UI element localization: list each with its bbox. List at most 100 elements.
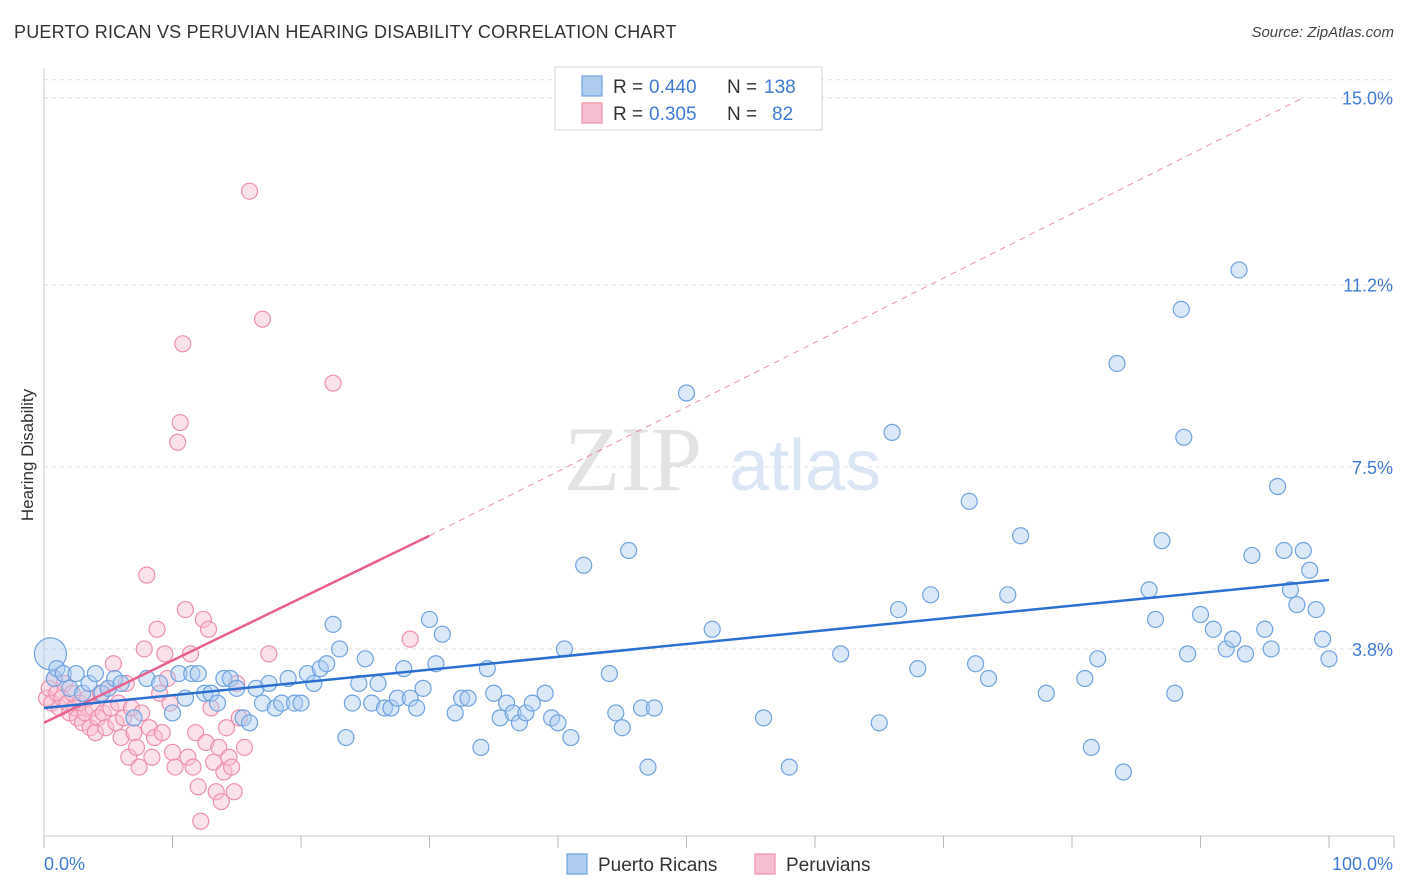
puerto-rican-point: [1301, 561, 1319, 579]
source-label: Source: ZipAtlas.com: [1251, 24, 1394, 41]
peruvian-point: [86, 724, 105, 742]
bottom-legend-label-blue: Puerto Ricans: [598, 855, 717, 876]
peruvian-point: [140, 719, 158, 737]
puerto-rican-point: [639, 758, 657, 776]
puerto-rican-point: [1294, 541, 1312, 560]
puerto-rican-point: [453, 689, 471, 707]
bottom-legend-swatch-pink: [754, 853, 776, 875]
puerto-rican-point: [253, 694, 272, 712]
puerto-rican-point: [1230, 261, 1248, 279]
peruvian-point: [179, 748, 197, 766]
correlation-legend: R = 0.440 N = 138 R = 0.305 N = 82: [554, 66, 823, 131]
puerto-ricans-trend-line: [43, 578, 1330, 710]
peruvian-point: [169, 433, 187, 451]
puerto-rican-point: [151, 674, 169, 693]
puerto-rican-point: [330, 640, 349, 658]
peruvian-point: [130, 758, 148, 776]
peruvian-point: [127, 738, 146, 757]
puerto-rican-point: [1153, 532, 1171, 550]
puerto-rican-point: [909, 660, 927, 678]
peruvian-point: [401, 630, 419, 648]
y-tick-labels: 3.8% 7.5% 11.2% 15.0%: [1342, 89, 1393, 660]
peruvian-point: [220, 748, 238, 766]
peruvian-point: [153, 724, 171, 742]
puerto-rican-point: [999, 586, 1017, 604]
puerto-rican-point: [1275, 541, 1293, 560]
puerto-rican-point: [472, 738, 490, 757]
legend-r-value-blue: 0.440: [649, 77, 697, 98]
peruvian-point: [171, 413, 189, 432]
puerto-rican-point: [350, 674, 368, 693]
puerto-rican-point: [408, 699, 426, 717]
peruvian-point: [112, 728, 130, 747]
x-ticks: [43, 836, 1395, 848]
puerto-rican-point: [1037, 684, 1055, 702]
puerto-rican-point: [1140, 581, 1158, 599]
peruvian-point: [156, 645, 174, 663]
puerto-rican-point: [1146, 610, 1165, 629]
puerto-rican-point: [54, 664, 72, 683]
puerto-rican-point: [889, 600, 908, 619]
watermark: ZIP atlas: [564, 408, 881, 510]
puerto-rican-point: [677, 384, 696, 402]
puerto-rican-point: [870, 714, 888, 732]
puerto-rican-point: [86, 664, 105, 683]
peruvian-point: [260, 645, 278, 663]
legend-r-label-pink: R =: [613, 104, 643, 125]
puerto-rican-point: [1217, 640, 1235, 658]
puerto-rican-point: [163, 704, 182, 722]
puerto-rican-point: [241, 714, 259, 732]
puerto-rican-point: [459, 689, 477, 707]
puerto-rican-point: [832, 645, 850, 663]
puerto-rican-point: [61, 679, 79, 697]
puerto-rican-point: [1243, 546, 1261, 565]
puerto-rican-point: [305, 674, 323, 693]
puerto-rican-point: [45, 669, 63, 688]
peruvian-point: [135, 640, 153, 658]
puerto-rican-point: [1268, 477, 1287, 496]
peruvian-point: [97, 719, 115, 737]
bottom-legend-label-pink: Peruvians: [786, 855, 871, 876]
peruvian-point: [241, 182, 259, 200]
peruvian-point: [207, 783, 225, 801]
puerto-rican-point: [1256, 620, 1274, 638]
peruvian-point: [104, 655, 122, 673]
legend-n-label-blue: N =: [727, 77, 757, 98]
y-tick-label: 3.8%: [1352, 640, 1393, 660]
puerto-rican-point: [433, 625, 451, 643]
puerto-rican-point: [343, 694, 361, 712]
puerto-rican-point: [324, 615, 342, 633]
puerto-rican-point: [1204, 620, 1222, 638]
chart-title: PUERTO RICAN VS PERUVIAN HEARING DISABIL…: [14, 22, 677, 42]
puerto-rican-point: [221, 669, 239, 688]
y-tick-label: 7.5%: [1352, 458, 1393, 478]
puerto-rican-point: [125, 709, 143, 727]
puerto-rican-point: [170, 664, 188, 683]
puerto-rican-point: [536, 684, 554, 702]
puerto-rican-point: [395, 660, 413, 678]
puerto-rican-point: [208, 694, 227, 712]
puerto-rican-point: [285, 694, 304, 712]
puerto-rican-point: [498, 694, 516, 712]
puerto-rican-point: [517, 704, 535, 722]
peruvian-point: [163, 743, 182, 761]
puerto-rican-point: [80, 674, 98, 693]
peruvians-points: [37, 182, 419, 830]
puerto-rican-point: [337, 728, 355, 747]
puerto-rican-point: [967, 655, 985, 673]
puerto-rican-point: [1288, 596, 1306, 614]
puerto-rican-point: [620, 541, 638, 560]
peruvian-point: [176, 600, 194, 619]
puerto-rican-point: [1172, 300, 1190, 318]
puerto-rican-point: [922, 586, 940, 604]
peruvian-point: [194, 610, 212, 629]
puerto-rican-point: [1224, 630, 1242, 648]
puerto-rican-point: [1175, 428, 1193, 446]
puerto-rican-point: [33, 637, 68, 671]
puerto-rican-point: [562, 728, 580, 747]
peruvian-point: [184, 758, 202, 776]
y-tick-label: 15.0%: [1342, 89, 1393, 109]
puerto-rican-point: [382, 699, 400, 717]
puerto-rican-point: [575, 556, 593, 574]
puerto-rican-point: [375, 699, 394, 717]
